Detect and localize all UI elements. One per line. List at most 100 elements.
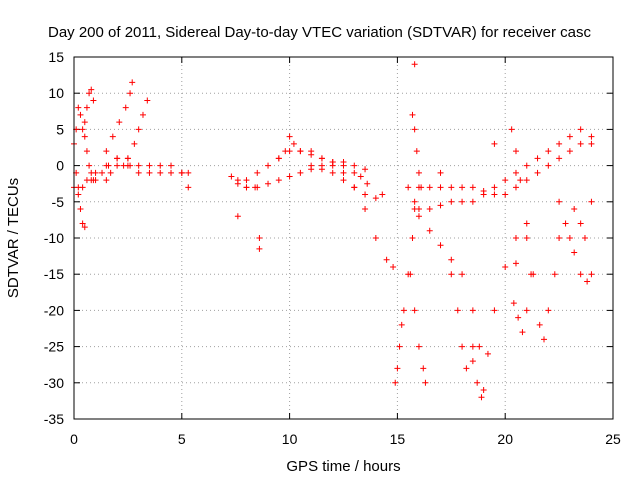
- data-point: [571, 206, 578, 213]
- data-point: [329, 169, 336, 176]
- data-point: [437, 169, 444, 176]
- data-point: [265, 162, 272, 169]
- data-point: [528, 271, 535, 278]
- data-point: [577, 140, 584, 147]
- x-tick-label: 25: [605, 431, 621, 447]
- data-point: [523, 235, 530, 241]
- data-point: [92, 169, 99, 176]
- data-point: [168, 162, 175, 169]
- data-point: [476, 343, 483, 350]
- data-point: [362, 166, 369, 173]
- data-point: [556, 235, 563, 241]
- data-point: [463, 365, 470, 372]
- data-point: [420, 365, 427, 372]
- data-point: [426, 227, 433, 234]
- data-point: [146, 169, 153, 176]
- data-point: [407, 271, 414, 278]
- plot-frame: [73, 56, 614, 420]
- data-point: [588, 140, 595, 147]
- data-point: [129, 79, 136, 86]
- data-point: [491, 191, 498, 198]
- data-point: [571, 249, 578, 256]
- data-point: [411, 126, 418, 133]
- y-tick-label: -15: [44, 266, 64, 282]
- data-point: [512, 169, 519, 176]
- data-point: [480, 191, 487, 198]
- series-q: [415, 126, 595, 213]
- data-point: [286, 133, 293, 140]
- data-point: [512, 235, 519, 241]
- data-point: [290, 140, 297, 147]
- data-point: [124, 155, 131, 162]
- data-point: [390, 263, 397, 270]
- data-point: [243, 177, 250, 184]
- series-n: [407, 271, 429, 386]
- data-point: [398, 321, 405, 328]
- tick-labels: 0 5 10 15 20 25 15 10 5 0 -5 -10 -15 -20 -25 -30 -35: [44, 49, 621, 447]
- data-point: [396, 343, 403, 350]
- x-tick-label: 5: [178, 431, 186, 447]
- data-point: [512, 260, 519, 267]
- series-s: [469, 220, 530, 401]
- data-point: [545, 162, 552, 169]
- y-tick-label: 5: [56, 121, 64, 137]
- data-point: [508, 126, 515, 133]
- data-point: [362, 206, 369, 213]
- data-point: [340, 158, 347, 165]
- data-point: [448, 198, 455, 205]
- data-point: [394, 365, 401, 372]
- data-point: [491, 307, 498, 314]
- data-point: [103, 148, 110, 155]
- data-point: [81, 224, 88, 231]
- data-point: [185, 169, 192, 176]
- data-point: [491, 140, 498, 147]
- y-tick-label: 0: [56, 158, 64, 174]
- data-point: [86, 90, 93, 97]
- series-p: [405, 140, 595, 198]
- data-point: [114, 162, 121, 169]
- data-point: [79, 126, 86, 133]
- data-point: [318, 166, 325, 173]
- data-point: [459, 271, 466, 278]
- series-x: [571, 198, 595, 241]
- data-point: [77, 206, 84, 213]
- series-b: [71, 155, 185, 198]
- data-point: [448, 256, 455, 263]
- data-point: [437, 202, 444, 209]
- y-tick-label: -30: [44, 375, 64, 391]
- data-point: [415, 213, 422, 220]
- series-i: [234, 148, 371, 187]
- data-point: [351, 184, 358, 191]
- data-point: [551, 271, 558, 278]
- data-point: [409, 235, 416, 241]
- series-m: [392, 198, 418, 386]
- data-point: [135, 169, 142, 176]
- data-point: [523, 177, 530, 184]
- data-point: [469, 198, 476, 205]
- series-t: [448, 271, 476, 372]
- data-point: [297, 148, 304, 155]
- data-point: [426, 184, 433, 191]
- data-point: [545, 307, 552, 314]
- data-point: [109, 133, 116, 140]
- data-point: [157, 169, 164, 176]
- data-point: [474, 379, 481, 386]
- data-point: [383, 256, 390, 263]
- data-point: [519, 329, 526, 336]
- data-point: [234, 180, 241, 187]
- series-f: [127, 97, 151, 169]
- y-tick-label: -5: [52, 194, 65, 210]
- data-point: [437, 184, 444, 191]
- series-y: [508, 126, 524, 184]
- series-out: [185, 61, 519, 267]
- data-point: [379, 191, 386, 198]
- data-point: [556, 155, 563, 162]
- y-axis-label: SDTVAR / TECUs: [5, 178, 22, 298]
- data-point: [297, 169, 304, 176]
- data-point: [103, 177, 110, 184]
- data-point: [88, 177, 95, 184]
- data-point: [469, 358, 476, 365]
- series-d: [81, 86, 97, 126]
- data-point: [523, 307, 530, 314]
- data-point: [415, 169, 422, 176]
